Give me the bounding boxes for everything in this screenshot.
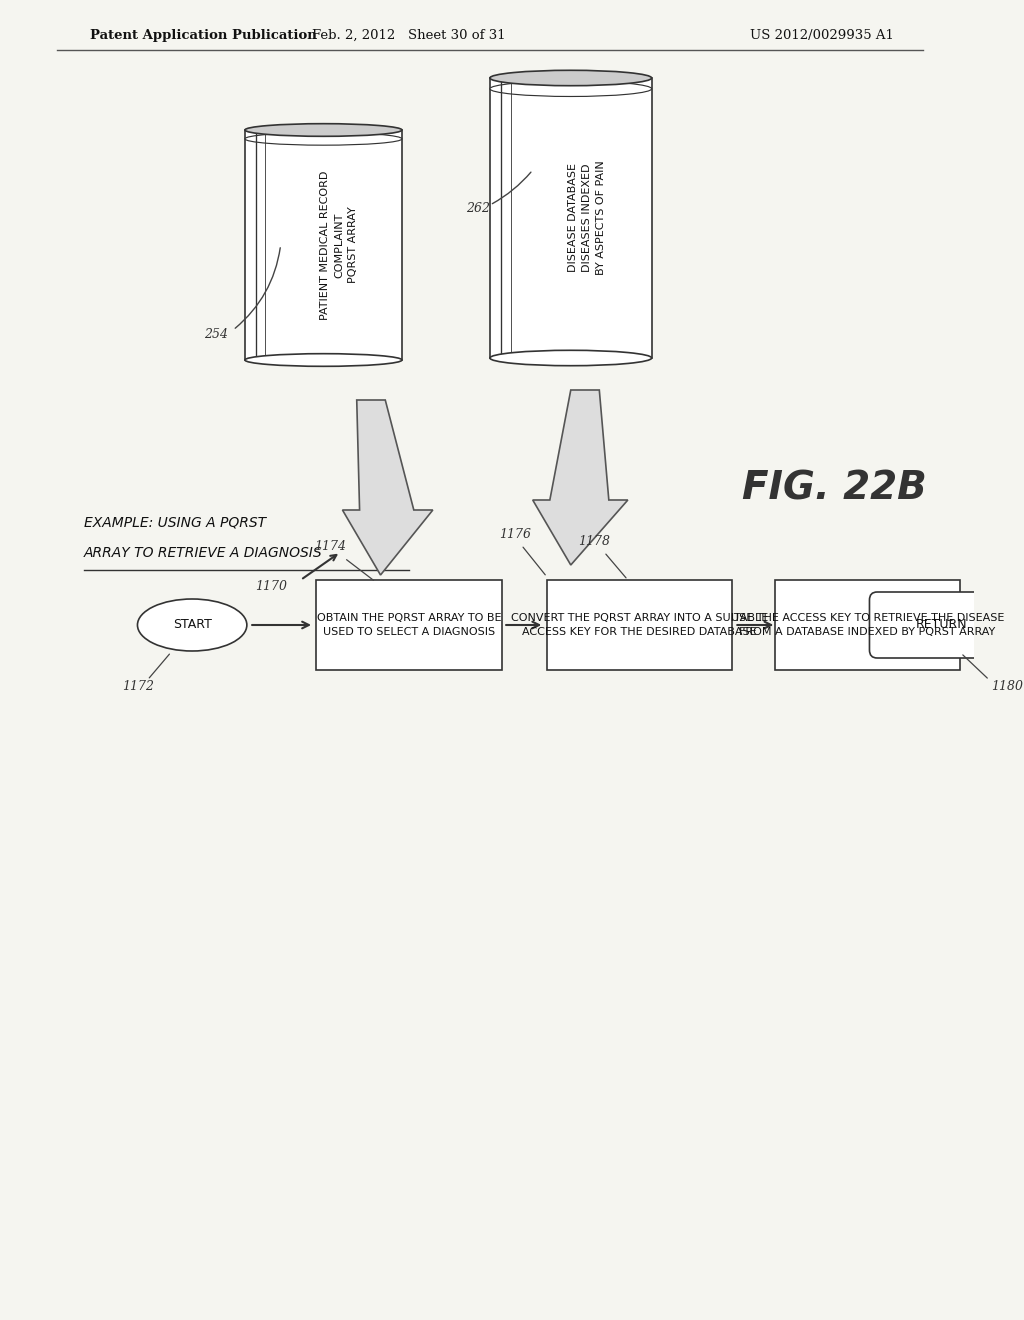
Text: OBTAIN THE PQRST ARRAY TO BE
USED TO SELECT A DIAGNOSIS: OBTAIN THE PQRST ARRAY TO BE USED TO SEL… — [316, 614, 502, 636]
Text: 1174: 1174 — [314, 540, 346, 553]
Text: PATIENT MEDICAL RECORD
COMPLAINT
PQRST ARRAY: PATIENT MEDICAL RECORD COMPLAINT PQRST A… — [321, 170, 358, 319]
Text: 1172: 1172 — [122, 680, 154, 693]
Text: ARRAY TO RETRIEVE A DIAGNOSIS: ARRAY TO RETRIEVE A DIAGNOSIS — [84, 546, 323, 560]
Ellipse shape — [245, 354, 401, 367]
Text: USE THE ACCESS KEY TO RETRIEVE THE DISEASE
FROM A DATABASE INDEXED BY PQRST ARRA: USE THE ACCESS KEY TO RETRIEVE THE DISEA… — [731, 614, 1005, 636]
Text: 262: 262 — [466, 202, 490, 215]
Text: RETURN: RETURN — [915, 619, 968, 631]
Text: US 2012/0029935 A1: US 2012/0029935 A1 — [751, 29, 894, 41]
Ellipse shape — [489, 81, 651, 96]
Ellipse shape — [489, 350, 651, 366]
Text: 1176: 1176 — [500, 528, 531, 541]
Text: 254: 254 — [205, 327, 228, 341]
Text: Patent Application Publication: Patent Application Publication — [90, 29, 317, 41]
Bar — [245, 129, 401, 360]
Text: 1178: 1178 — [579, 535, 610, 548]
Polygon shape — [532, 389, 628, 565]
Text: CONVERT THE PQRST ARRAY INTO A SUITABLE
ACCESS KEY FOR THE DESIRED DATABASE: CONVERT THE PQRST ARRAY INTO A SUITABLE … — [511, 614, 768, 636]
Bar — [547, 579, 732, 671]
Ellipse shape — [137, 599, 247, 651]
Bar — [489, 78, 651, 358]
Text: FIG. 22B: FIG. 22B — [742, 470, 927, 508]
Text: 1180: 1180 — [991, 680, 1023, 693]
Ellipse shape — [245, 124, 401, 136]
Text: START: START — [173, 619, 212, 631]
Bar — [775, 579, 961, 671]
Ellipse shape — [245, 132, 401, 145]
FancyBboxPatch shape — [869, 591, 1014, 657]
Text: EXAMPLE: USING A PQRST: EXAMPLE: USING A PQRST — [84, 516, 266, 531]
Text: Feb. 2, 2012   Sheet 30 of 31: Feb. 2, 2012 Sheet 30 of 31 — [312, 29, 506, 41]
Bar — [316, 579, 502, 671]
Polygon shape — [342, 400, 433, 576]
Text: DISEASE DATABASE
DISEASES INDEXED
BY ASPECTS OF PAIN: DISEASE DATABASE DISEASES INDEXED BY ASP… — [568, 161, 606, 276]
Ellipse shape — [489, 70, 651, 86]
Text: 1170: 1170 — [255, 579, 287, 593]
